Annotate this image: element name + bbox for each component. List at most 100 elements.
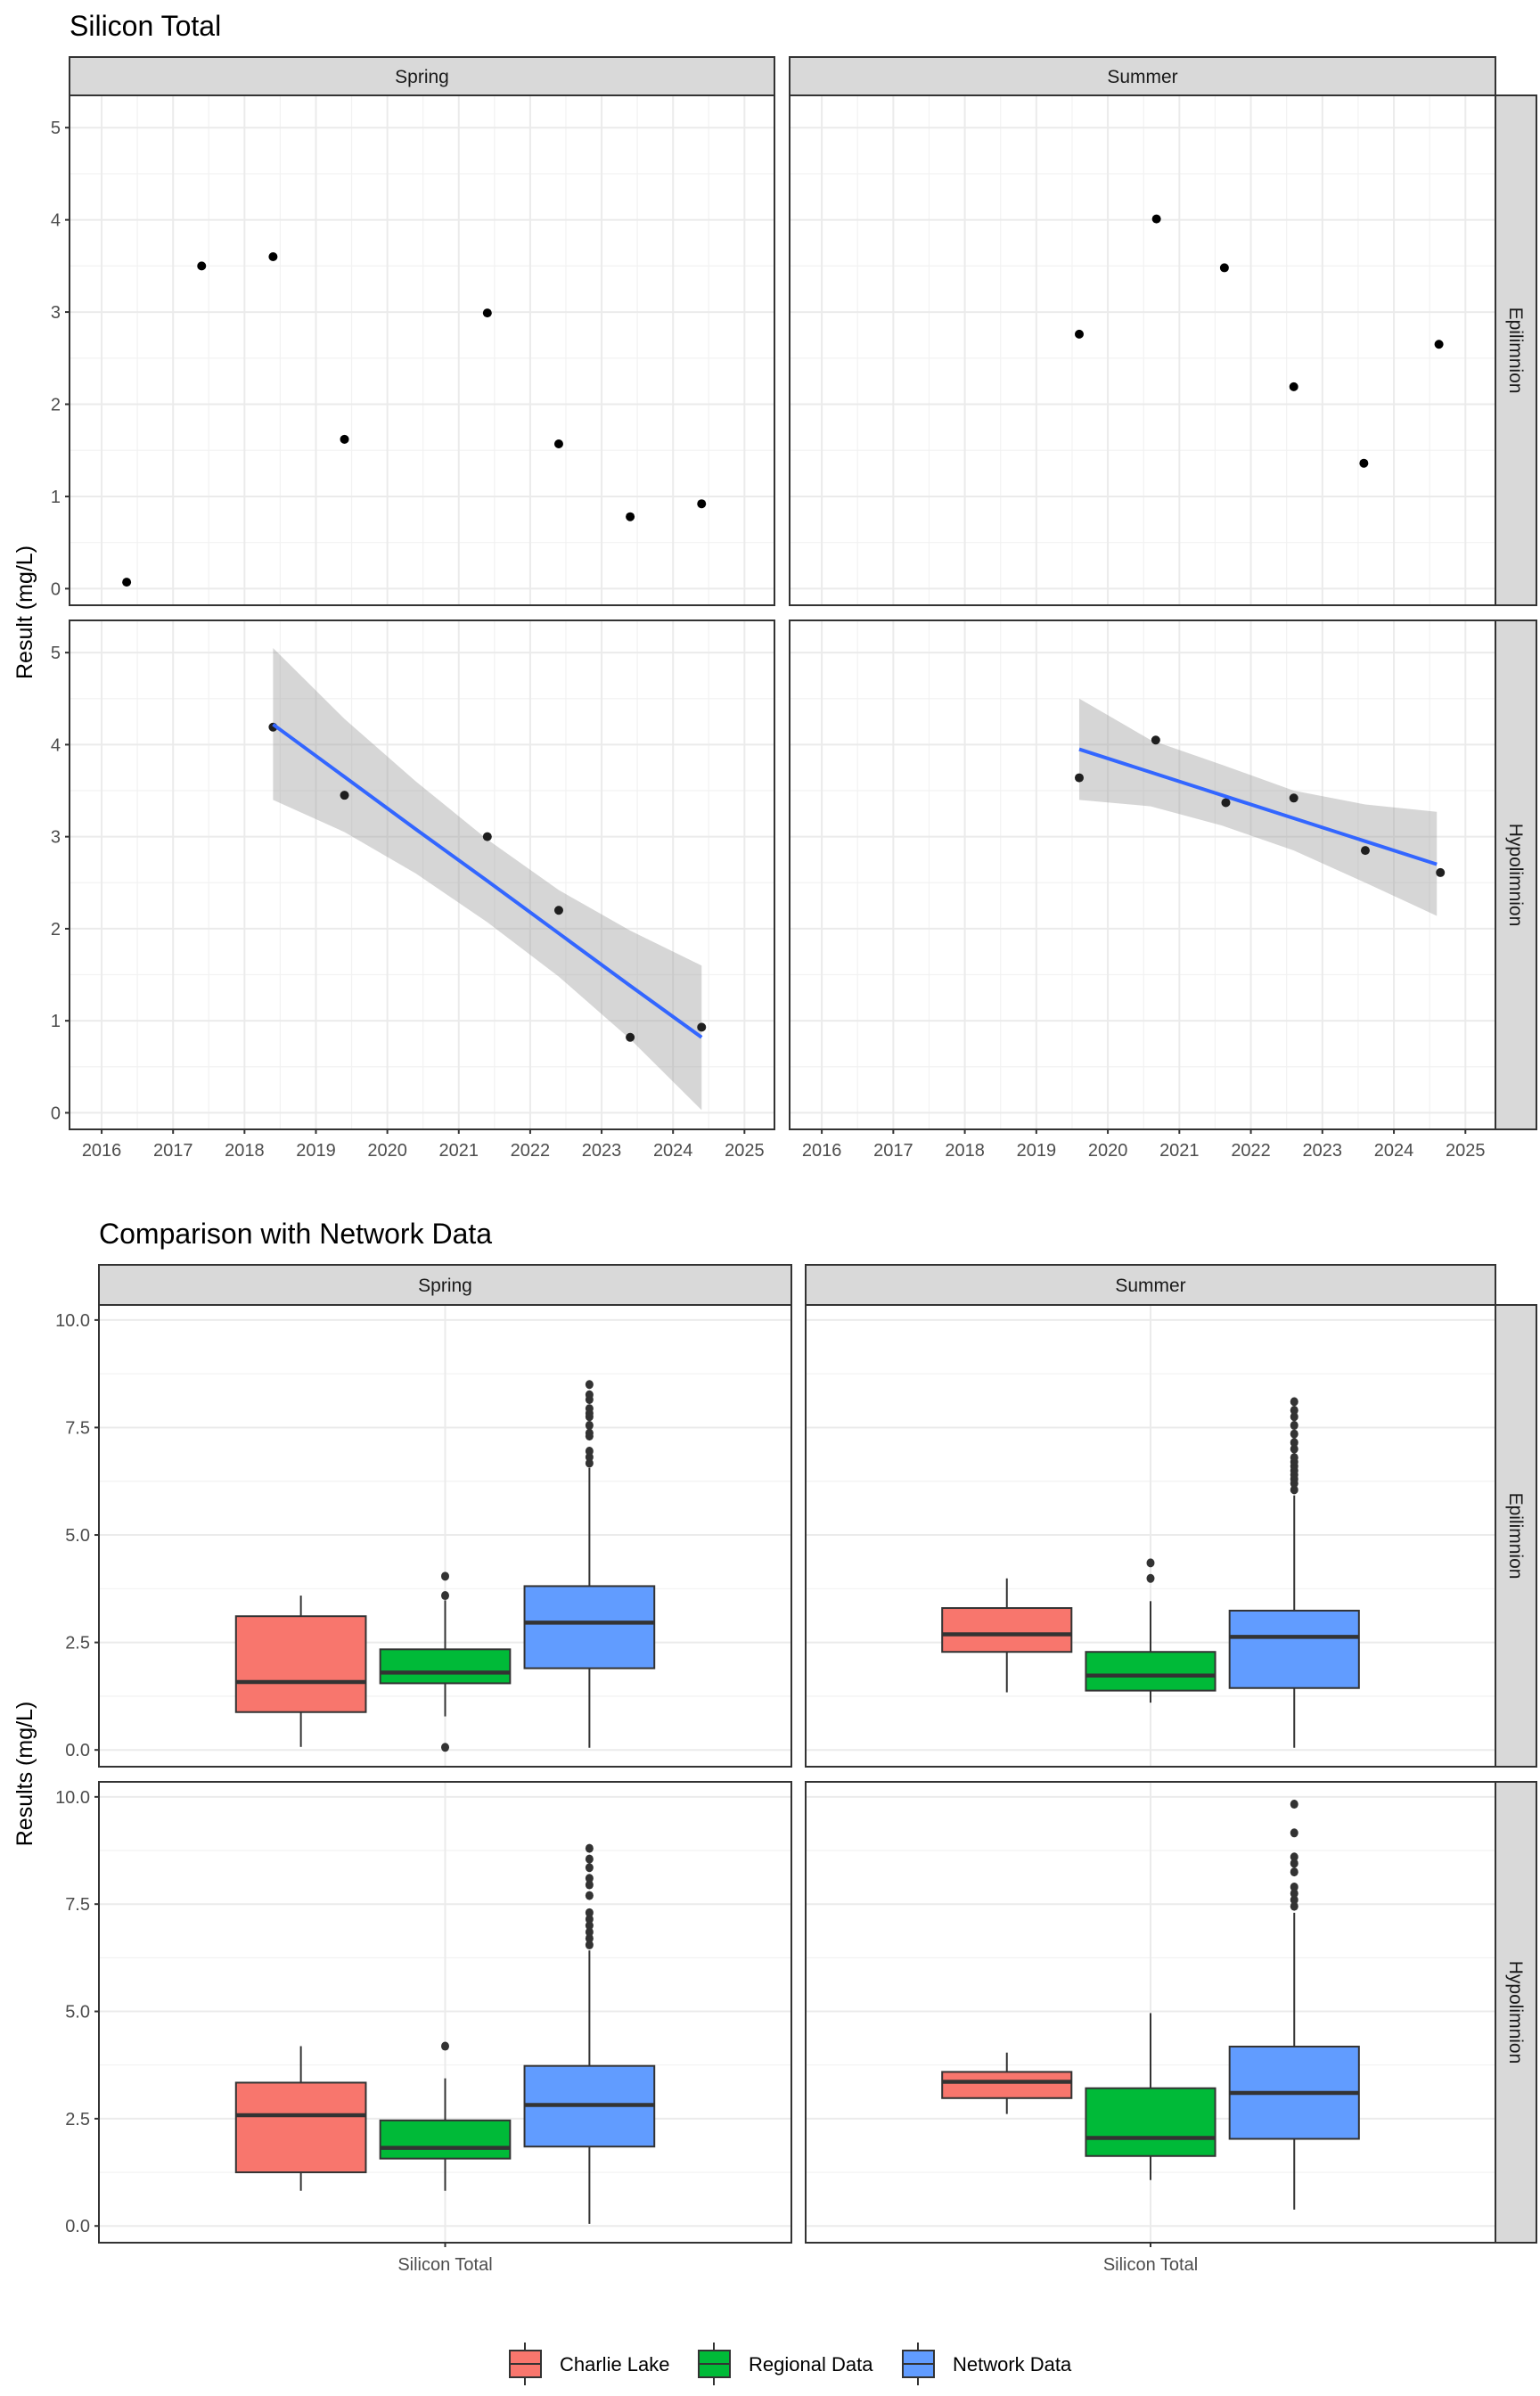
panel-summer-hypolimnion: Silicon Total xyxy=(805,1781,1496,2275)
x-tick-label: 2019 xyxy=(1017,1141,1057,1161)
y-tick-label: 7.5 xyxy=(65,1895,90,1915)
data-point xyxy=(268,252,278,262)
box-iqr xyxy=(941,1607,1073,1653)
y-tick-label: 5 xyxy=(51,119,61,138)
outlier-point xyxy=(1290,1444,1298,1454)
outlier-point xyxy=(585,1863,594,1873)
x-tick-label: 2021 xyxy=(1159,1141,1200,1161)
data-point xyxy=(482,308,492,318)
x-tick-label: 2022 xyxy=(1231,1141,1271,1161)
data-point xyxy=(197,261,207,271)
y-axis-title: Result (mg/L) xyxy=(12,546,37,679)
legend-item: Regional Data xyxy=(698,2343,873,2385)
data-point xyxy=(1289,382,1298,391)
facet-strip xyxy=(98,1264,792,1306)
panel-border xyxy=(69,94,775,606)
scatter-chart: Spring SummerEpilimnionHypolimnion0123450… xyxy=(51,56,1537,1161)
box-regional-data xyxy=(379,1571,512,1752)
outlier-point xyxy=(441,1743,449,1752)
x-tick-label: Silicon Total xyxy=(1103,2255,1198,2275)
data-point xyxy=(1151,214,1161,224)
panel-summer-hypolimnion: 2016 2017 2018 2019 2020 2021 2022 2023 2024 2025 xyxy=(789,620,1496,1161)
box-iqr xyxy=(1085,1651,1216,1692)
outlier-point xyxy=(441,1591,449,1601)
x-tick-label: 2017 xyxy=(873,1141,913,1161)
outlier-point xyxy=(585,1908,594,1917)
facet-strip-label: Summer xyxy=(1115,1276,1185,1296)
y-tick-label: 0.0 xyxy=(65,2217,90,2236)
outlier-point xyxy=(585,1404,594,1414)
panel-background xyxy=(790,95,1495,605)
trend-line xyxy=(1078,747,1438,866)
y-tick-label: 0 xyxy=(51,579,61,599)
outlier-point xyxy=(1290,1882,1298,1891)
outlier-point xyxy=(1290,1421,1298,1431)
outlier-point xyxy=(1290,1901,1298,1911)
box-charlie-lake xyxy=(941,2052,1073,2114)
panel-summer-epilimnion xyxy=(805,1304,1496,1768)
panel-background xyxy=(70,620,774,1129)
box-charlie-lake xyxy=(941,1578,1073,1693)
facet-strip-label: Summer xyxy=(1107,67,1177,87)
x-tick-label: 2016 xyxy=(802,1141,842,1161)
y-tick-label: 4 xyxy=(51,211,61,231)
box-regional-data xyxy=(1085,2013,1216,2180)
facet-strip-label: Epilimnion xyxy=(1505,1493,1526,1580)
data-point xyxy=(1436,867,1446,877)
outlier-point xyxy=(1290,1438,1298,1448)
facet-strip-label: Spring xyxy=(395,67,449,87)
outlier-point xyxy=(1290,1852,1298,1862)
data-point xyxy=(1074,773,1084,783)
y-tick-label: 0.0 xyxy=(65,1741,90,1760)
outlier-point xyxy=(1290,1397,1298,1407)
y-tick-label: 2.5 xyxy=(65,1634,90,1653)
x-tick-label: 2021 xyxy=(439,1141,479,1161)
x-tick-label: 2024 xyxy=(653,1141,693,1161)
outlier-point xyxy=(1290,1889,1298,1899)
x-tick-label: 2022 xyxy=(511,1141,551,1161)
box-network-data xyxy=(1228,1397,1360,1748)
outlier-point xyxy=(585,1428,594,1438)
data-point xyxy=(1434,340,1444,349)
data-point xyxy=(626,512,635,521)
data-point xyxy=(1074,329,1084,339)
x-tick-label: 2019 xyxy=(296,1141,336,1161)
outlier-point xyxy=(1290,1867,1298,1877)
facet-strip-label: Hypolimnion xyxy=(1505,1961,1526,2064)
outlier-point xyxy=(1290,1800,1298,1809)
panel-border xyxy=(789,620,1496,1130)
outlier-point xyxy=(1290,1406,1298,1415)
box-iqr xyxy=(523,1585,656,1670)
outlier-point xyxy=(585,1891,594,1900)
x-tick-label: 2016 xyxy=(82,1141,122,1161)
legend-label: Charlie Lake xyxy=(560,2353,670,2375)
panel-background xyxy=(790,620,1495,1129)
data-point xyxy=(553,906,563,915)
y-tick-label: 5.0 xyxy=(65,2003,90,2023)
x-tick-label: 2023 xyxy=(1303,1141,1343,1161)
box-network-data xyxy=(1228,1800,1360,2210)
panel-spring-epilimnion: 0.0 2.5 5.0 7.5 10.0 xyxy=(55,1304,792,1768)
y-tick-label: 0 xyxy=(51,1104,61,1123)
outlier-point xyxy=(1290,1895,1298,1905)
x-tick-label: 2024 xyxy=(1374,1141,1414,1161)
outlier-point xyxy=(585,1421,594,1431)
data-point xyxy=(340,791,349,800)
outlier-point xyxy=(585,1843,594,1853)
x-tick-label: 2017 xyxy=(153,1141,193,1161)
outlier-point xyxy=(1290,1429,1298,1439)
facet-strip xyxy=(789,56,1496,96)
outlier-point xyxy=(585,1880,594,1890)
facet-strip xyxy=(69,56,775,96)
data-point xyxy=(340,434,349,444)
legend-label: Regional Data xyxy=(749,2353,873,2375)
outlier-point xyxy=(585,1874,594,1883)
box-iqr xyxy=(1085,2087,1216,2157)
facet-strip-label: Epilimnion xyxy=(1505,308,1526,394)
x-tick-label: 2020 xyxy=(367,1141,407,1161)
boxplot-chart: Spring Summer Epilimnion Hypolimnion 0.0 2.5 5… xyxy=(55,1264,1537,2385)
outlier-point xyxy=(1290,1485,1298,1495)
data-point xyxy=(122,578,132,587)
outlier-point xyxy=(441,1571,449,1581)
